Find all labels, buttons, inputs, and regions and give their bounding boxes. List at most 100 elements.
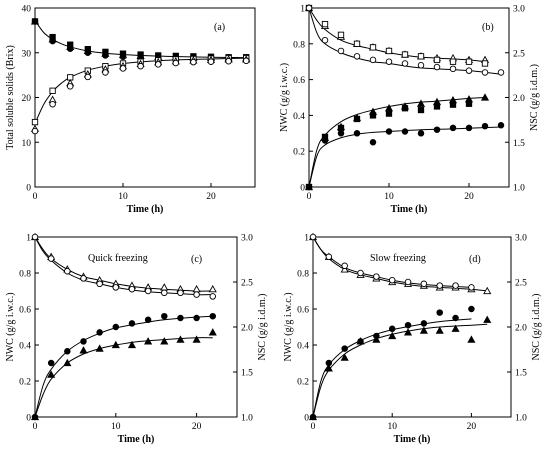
data-point [353, 130, 361, 137]
y-tick-label: 1 [26, 234, 31, 244]
y2-tick-label: 2.0 [241, 324, 253, 334]
y2-tick-label: 2.5 [513, 49, 525, 59]
data-point [172, 59, 180, 67]
y-tick-label: 0 [300, 184, 305, 194]
y-tick-label: 1 [304, 234, 309, 244]
data-point [324, 364, 333, 372]
data-point [144, 316, 152, 324]
data-point [452, 314, 459, 322]
data-point [31, 233, 39, 241]
data-point [353, 115, 361, 123]
data-point [49, 100, 56, 108]
data-point [401, 51, 409, 58]
data-point [369, 56, 377, 64]
y2-tick-label: 1.5 [241, 369, 253, 379]
data-point [373, 273, 380, 280]
x-tick-label: 10 [111, 422, 121, 432]
fit-curve [308, 126, 502, 188]
fit-curve [308, 7, 486, 63]
y-tick-label: 40 [22, 5, 32, 15]
data-point [388, 325, 396, 333]
panel-annotation: Slow freezing [370, 253, 426, 264]
data-point [481, 69, 489, 76]
data-point [80, 275, 87, 282]
x-axis-label: Time (h) [391, 204, 428, 215]
data-point [119, 65, 127, 72]
data-point [385, 110, 393, 117]
data-point [433, 56, 441, 64]
fit-curve [308, 97, 486, 188]
x-tick-label: 20 [464, 192, 474, 202]
data-point [369, 138, 377, 146]
y-tick-label: 0.2 [297, 378, 309, 388]
x-tick-label: 0 [33, 422, 38, 432]
data-point [449, 58, 457, 65]
data-point [154, 61, 162, 68]
data-point [31, 127, 39, 135]
data-point [31, 18, 39, 25]
data-point [449, 124, 457, 132]
data-point [66, 83, 74, 90]
data-point [112, 284, 120, 291]
data-point [340, 265, 349, 273]
data-point [433, 126, 441, 133]
x-axis-label: Time (h) [127, 204, 164, 215]
data-point [102, 69, 109, 76]
fit-curve [312, 323, 488, 418]
data-point [177, 289, 184, 297]
y-tick-label: 0.6 [19, 306, 31, 316]
chart-panel-a: 0 10 20 0 10 20 30 40 Time (h) Total soluble soli… [5, 5, 256, 215]
data-point [401, 60, 409, 67]
panel-label: (b) [482, 22, 494, 33]
data-point [369, 112, 377, 119]
data-point [401, 128, 409, 135]
data-point [404, 278, 412, 286]
data-point [357, 269, 364, 277]
data-point [337, 47, 345, 55]
y2-tick-label: 1.5 [515, 369, 527, 379]
data-point [96, 280, 103, 288]
data-point [160, 337, 169, 345]
data-point [401, 105, 409, 112]
fit-curve [34, 315, 213, 418]
data-point [385, 58, 393, 65]
data-point [420, 280, 428, 288]
y-axis-label: NWC (g/g i.w.c.) [279, 63, 290, 132]
data-point [483, 286, 492, 295]
x-axis-label: Time (h) [118, 434, 155, 445]
data-point [209, 293, 217, 300]
y-tick-label: 0.2 [293, 148, 305, 158]
data-point [242, 57, 250, 65]
y-tick-label: 10 [22, 139, 32, 149]
data-point [208, 328, 217, 336]
data-point [111, 340, 120, 349]
data-point [190, 58, 197, 66]
data-point [341, 262, 348, 270]
data-point [337, 31, 345, 39]
data-point [337, 124, 345, 132]
data-point [112, 323, 120, 331]
data-point [497, 69, 505, 76]
y-tick-label: 0.8 [19, 270, 31, 280]
data-point [417, 62, 425, 69]
data-point [137, 62, 144, 70]
data-point [207, 58, 215, 65]
x-tick-label: 0 [33, 192, 38, 202]
y-tick-label: 0.6 [293, 76, 305, 86]
data-point [481, 60, 489, 67]
y-axis-label: NWC (g/g i.w.c.) [5, 292, 16, 361]
y2-tick-label: 2.0 [513, 94, 525, 104]
data-point [119, 53, 127, 61]
data-point [449, 101, 457, 108]
data-point [305, 4, 313, 12]
x-tick-label: 20 [206, 192, 216, 202]
fit-curve [312, 236, 472, 288]
fit-curve [34, 236, 213, 292]
data-point [308, 412, 318, 421]
y-axis-label: NWC (g/g i.w.c.) [283, 292, 294, 361]
data-point [161, 312, 168, 320]
x-tick-label: 20 [192, 422, 202, 432]
y-tick-label: 1 [300, 5, 305, 15]
data-point [416, 99, 426, 107]
